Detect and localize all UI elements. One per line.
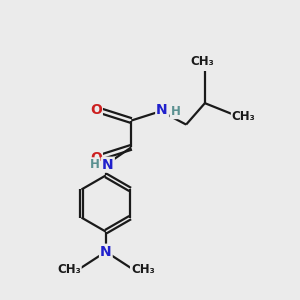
Text: N: N xyxy=(102,158,114,172)
Text: O: O xyxy=(90,151,102,165)
Text: N: N xyxy=(156,103,168,117)
Text: CH₃: CH₃ xyxy=(131,262,154,276)
Text: N: N xyxy=(100,245,112,259)
Text: CH₃: CH₃ xyxy=(232,110,256,123)
Text: H: H xyxy=(90,158,100,171)
Text: O: O xyxy=(90,103,102,117)
Text: CH₃: CH₃ xyxy=(190,55,214,68)
Text: H: H xyxy=(170,105,180,118)
Text: CH₃: CH₃ xyxy=(57,262,81,276)
